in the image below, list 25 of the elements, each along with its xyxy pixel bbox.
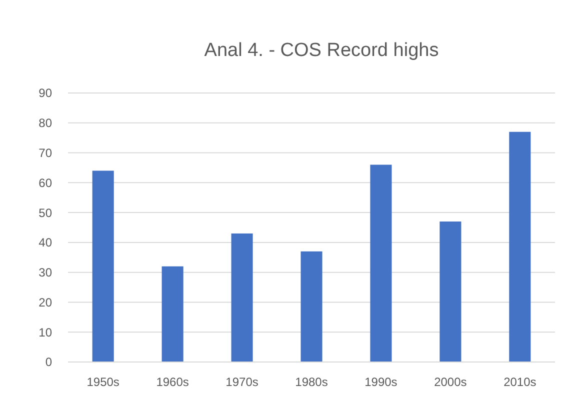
bar — [370, 164, 392, 362]
bar — [162, 266, 184, 362]
bar — [300, 251, 322, 362]
y-tick-label: 70 — [38, 146, 52, 160]
bar — [92, 170, 114, 362]
x-tick-label: 2010s — [504, 375, 536, 389]
chart-title: Anal 4. - COS Record highs — [204, 40, 439, 61]
y-tick-label: 50 — [38, 206, 52, 220]
y-tick-label: 60 — [38, 176, 52, 190]
y-tick-label: 30 — [38, 266, 52, 280]
x-tick-label: 1990s — [364, 375, 398, 389]
x-tick-label: 1970s — [226, 375, 258, 389]
x-tick-label: 1980s — [295, 375, 328, 389]
bar — [440, 222, 462, 362]
x-tick-label: 1960s — [156, 375, 189, 389]
y-tick-label: 0 — [45, 355, 52, 370]
y-tick-label: 80 — [38, 116, 52, 130]
y-tick-label: 90 — [38, 86, 52, 100]
x-tick-label: 1950s — [86, 375, 120, 389]
y-tick-label: 20 — [38, 295, 52, 310]
y-tick-label: 10 — [38, 325, 52, 340]
x-tick-label: 2000s — [434, 375, 467, 389]
y-tick-label: 40 — [38, 236, 52, 250]
bar — [509, 132, 531, 362]
bar — [231, 233, 253, 362]
